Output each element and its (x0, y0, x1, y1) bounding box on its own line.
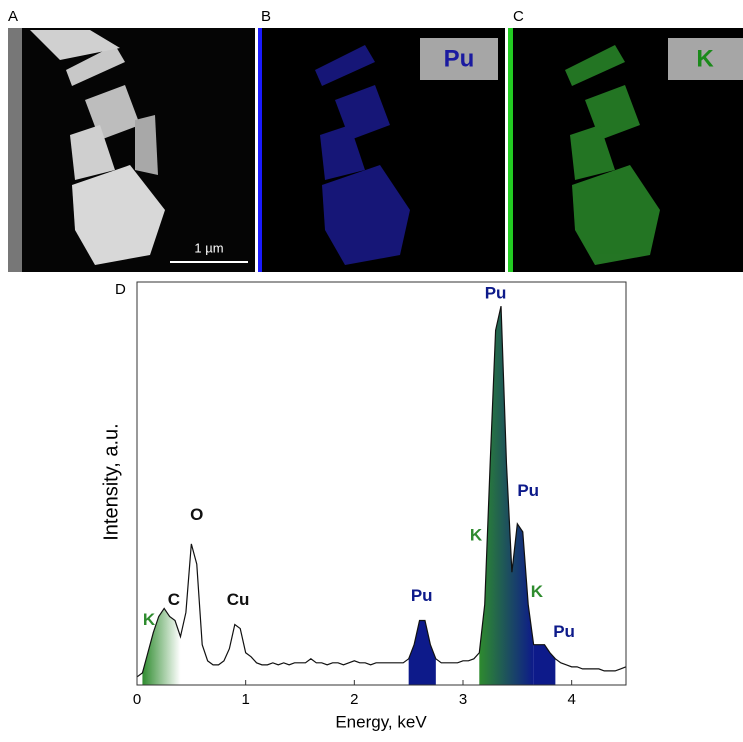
page: 1 µm A Pu B K C D 01234KCOCuPuPuKPuKPu E… (0, 0, 743, 742)
x-tick-label: 1 (241, 691, 249, 708)
peak-label: K (531, 582, 544, 601)
panel-b: Pu B (258, 8, 505, 272)
peak-label: Pu (485, 284, 507, 303)
color-bar (508, 28, 513, 272)
color-bar (258, 28, 262, 272)
peak-fill (534, 645, 556, 685)
peak-label: Pu (517, 481, 539, 500)
panel-label: B (261, 8, 271, 25)
peak-fill (409, 621, 436, 685)
peak-label: Pu (411, 586, 433, 605)
crystal (135, 115, 158, 175)
map-label: K (696, 45, 714, 72)
panel-label: D (115, 281, 126, 298)
peak-label: O (190, 505, 203, 524)
x-axis-label: Energy, keV (335, 712, 427, 731)
y-axis-label: Intensity, a.u. (100, 423, 122, 540)
x-tick-label: 3 (459, 691, 467, 708)
panel-label: C (513, 8, 524, 25)
panel-a: 1 µm A (8, 8, 255, 272)
map-label: Pu (444, 45, 475, 72)
x-tick-label: 0 (133, 691, 141, 708)
peak-label: C (168, 590, 180, 609)
peak-label: Pu (553, 622, 575, 641)
image-edge (8, 28, 22, 272)
peak-label: K (143, 610, 156, 629)
x-tick-label: 4 (567, 691, 575, 708)
panel-label: A (8, 8, 18, 25)
figure: 1 µm A Pu B K C D 01234KCOCuPuPuKPuKPu E… (0, 0, 743, 742)
peak-label: Cu (227, 590, 250, 609)
x-tick-label: 2 (350, 691, 358, 708)
scale-label: 1 µm (194, 240, 223, 255)
panel-c: K C (508, 8, 743, 272)
peak-label: K (470, 525, 483, 544)
